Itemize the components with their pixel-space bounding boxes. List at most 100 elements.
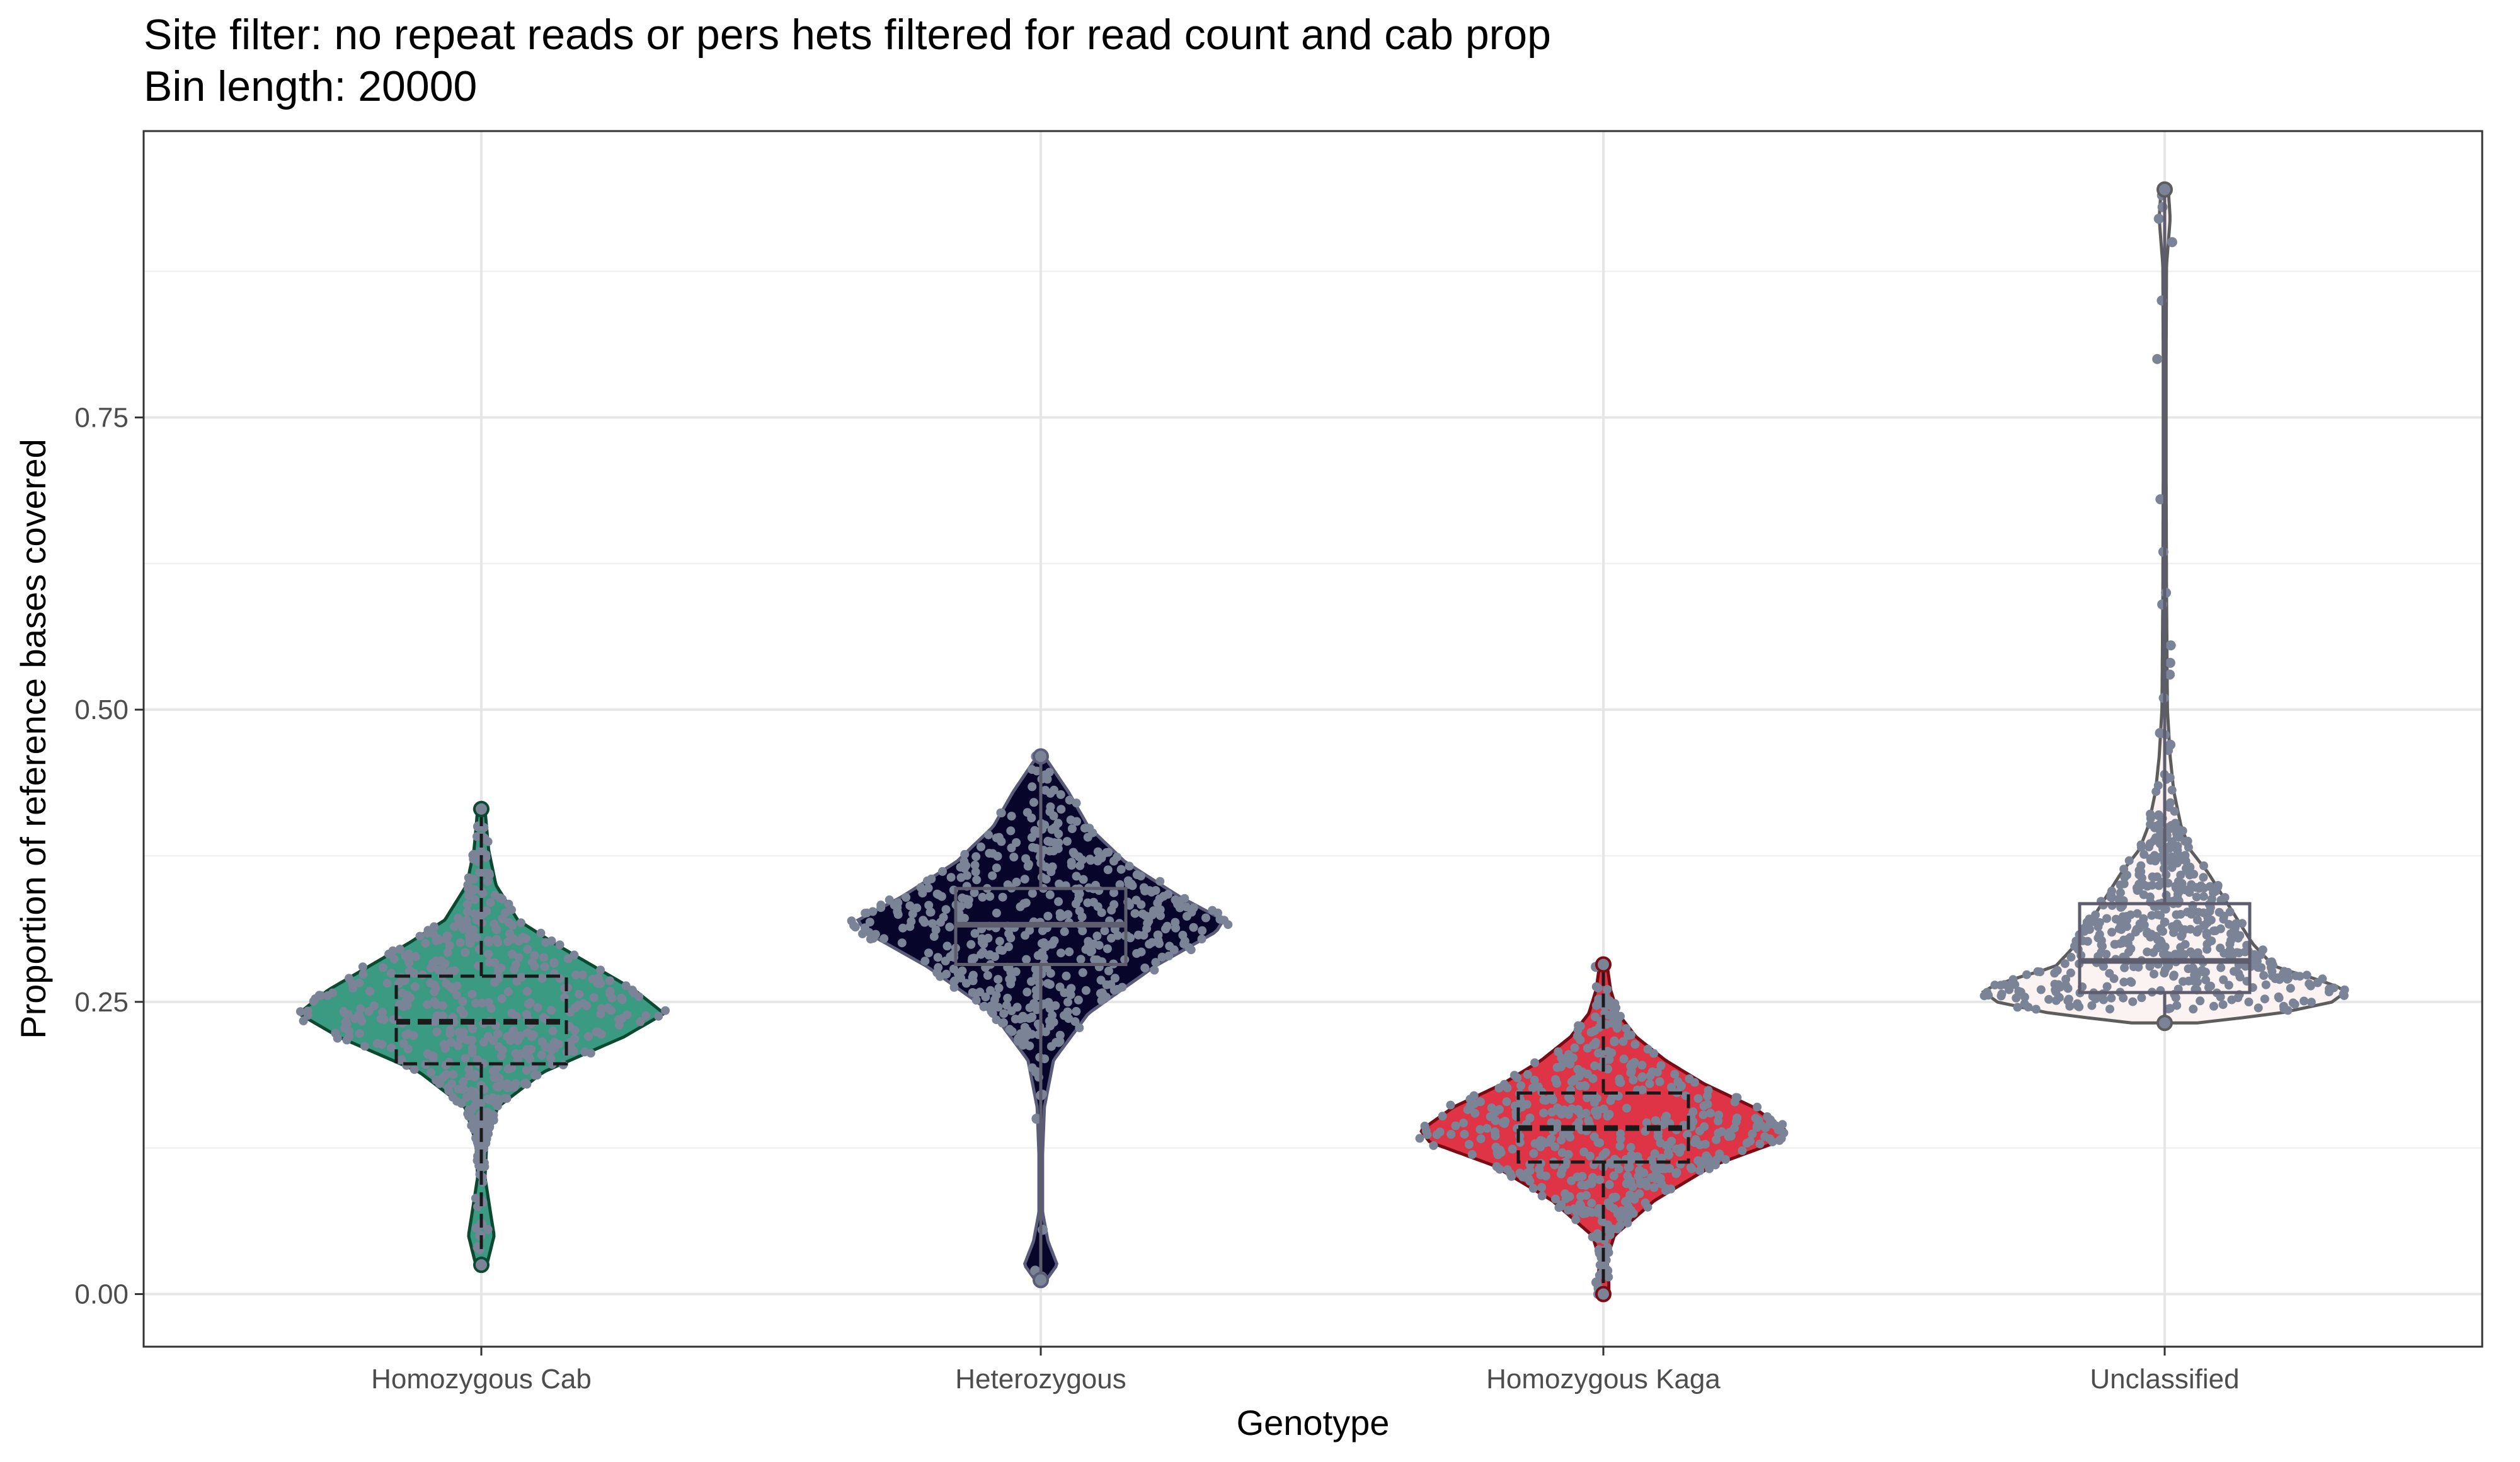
data-point [438, 1011, 447, 1021]
data-point [1748, 1129, 1757, 1139]
data-point [932, 968, 942, 977]
data-point [1137, 947, 1146, 957]
data-point [1055, 879, 1064, 889]
data-point [1137, 900, 1146, 909]
data-point [1606, 1001, 1615, 1010]
data-point [1687, 1164, 1697, 1173]
data-point [511, 960, 520, 970]
data-point [994, 983, 1004, 993]
data-point [1446, 1130, 1456, 1139]
data-point [1070, 1017, 1080, 1027]
data-point [2254, 963, 2263, 972]
data-point [618, 1013, 627, 1023]
data-point [1712, 1135, 1721, 1144]
data-point [1076, 955, 1085, 964]
data-point [523, 945, 532, 954]
data-point [1683, 1130, 1692, 1139]
data-point [471, 1070, 480, 1079]
data-point [1714, 1129, 1723, 1138]
data-point [1525, 1166, 1535, 1175]
data-point [2201, 976, 2211, 985]
data-point [453, 1041, 462, 1050]
data-point [485, 1122, 495, 1132]
data-point [1031, 843, 1041, 853]
grid-lines [144, 131, 2482, 1347]
data-point [985, 892, 995, 901]
data-point [934, 890, 943, 899]
data-point [1626, 1209, 1635, 1219]
data-point [1715, 1149, 1724, 1159]
data-point [365, 987, 375, 996]
data-point [1065, 795, 1074, 805]
data-point [1603, 1064, 1612, 1074]
data-point [1628, 1182, 1637, 1192]
data-point [444, 1086, 454, 1095]
data-point [1603, 1047, 1612, 1056]
data-point [1012, 877, 1021, 887]
y-tick-label: 0.00 [74, 1279, 129, 1310]
data-point-tail [2167, 237, 2177, 248]
data-point [1605, 1055, 1614, 1064]
data-point [1566, 1095, 1575, 1104]
data-point [457, 1099, 466, 1108]
data-point [971, 996, 981, 1005]
data-point [471, 999, 481, 1008]
data-point [397, 1055, 406, 1064]
data-point [524, 1052, 534, 1061]
data-point [2087, 1001, 2097, 1010]
data-point [1022, 987, 1032, 997]
box-iqr [1516, 1091, 1690, 1164]
data-point [2147, 911, 2156, 920]
data-point [1032, 991, 1041, 1001]
data-point [1571, 1215, 1581, 1224]
x-tick-label: Heterozygous [955, 1364, 1126, 1395]
data-point [1676, 1143, 1686, 1153]
data-point [464, 1105, 474, 1115]
data-point [1584, 1116, 1593, 1125]
data-point [1079, 875, 1088, 884]
data-point [360, 1042, 370, 1051]
extreme-point-min [1595, 1286, 1612, 1303]
data-point [1693, 1156, 1703, 1165]
data-point [992, 991, 1001, 1000]
data-point [605, 989, 615, 999]
data-point [916, 883, 925, 892]
data-point [1561, 1189, 1570, 1199]
data-point [1012, 1003, 1022, 1012]
data-point [1128, 881, 1137, 890]
data-point [547, 1006, 556, 1015]
data-point [1513, 1073, 1522, 1083]
data-point [1695, 1166, 1705, 1175]
data-point [1566, 1059, 1575, 1069]
data-point [1490, 1127, 1499, 1136]
data-point [1570, 1043, 1579, 1052]
data-point [1011, 967, 1021, 976]
data-point [949, 964, 958, 974]
data-point [476, 846, 486, 856]
y-axis-title: Proportion of reference bases covered [13, 439, 53, 1039]
data-point [443, 931, 452, 941]
data-point [1670, 1069, 1680, 1079]
data-point [1605, 1224, 1615, 1234]
data-point [2173, 846, 2182, 855]
data-point [1530, 1058, 1540, 1068]
data-point [440, 1044, 450, 1053]
data-point [970, 929, 980, 938]
data-point [1102, 944, 1112, 953]
data-point [415, 931, 425, 941]
data-point [350, 1014, 360, 1023]
data-point [2189, 1004, 2198, 1014]
data-point [1641, 1198, 1650, 1207]
chart-title-line1: Site filter: no repeat reads or pers het… [144, 11, 1551, 59]
data-point [1151, 886, 1160, 895]
data-point [1038, 926, 1047, 935]
data-point [517, 972, 527, 982]
data-point [541, 1042, 550, 1052]
data-point [1053, 819, 1063, 828]
data-point [850, 923, 860, 932]
data-point [1043, 774, 1052, 784]
data-point [404, 949, 413, 958]
data-point [2274, 993, 2284, 1003]
data-point [522, 987, 532, 996]
data-point [905, 922, 915, 931]
